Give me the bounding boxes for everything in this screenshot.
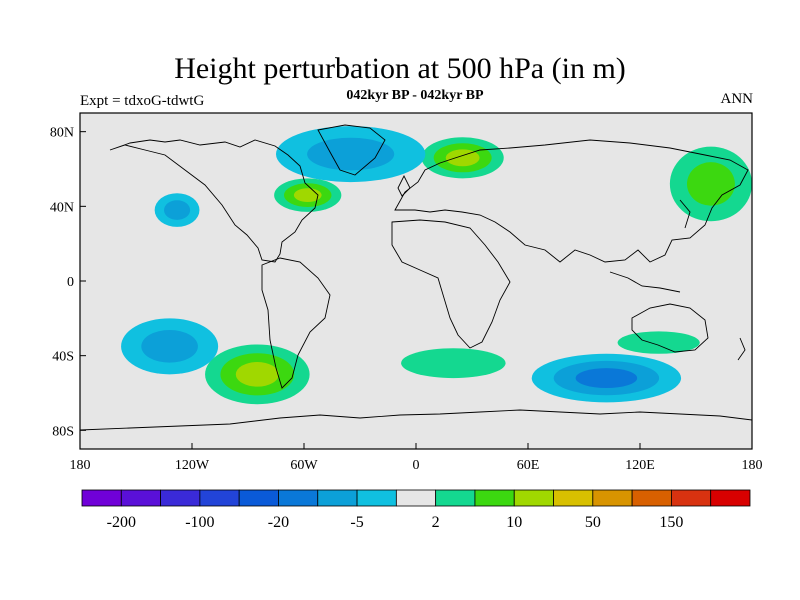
colorbar-swatch (81, 489, 122, 507)
coast-eurasia (394, 139, 749, 263)
anomaly-south-pacific-low-level-1 (141, 330, 198, 363)
anomaly-fields (121, 126, 752, 405)
x-tick-label: 180 (70, 458, 91, 473)
coast-japan (679, 199, 691, 229)
colorbar-label: -100 (185, 514, 214, 531)
anomaly-scandinavia-high-level-2 (445, 149, 480, 167)
colorbar-swatch (474, 489, 515, 507)
anomaly-north-pacific-low-level-1 (164, 200, 191, 220)
colorbar-label: 10 (506, 514, 522, 531)
experiment-label: Expt = tdxoG-tdwtG (80, 93, 205, 109)
colorbar-swatch (238, 489, 279, 507)
coast-indonesia (609, 271, 681, 293)
y-tick-label: 40N (50, 200, 74, 215)
x-tick-label: 120W (175, 458, 210, 473)
colorbar-swatch (435, 489, 476, 507)
x-tick-label: 180 (742, 458, 763, 473)
x-tick-label: 120E (625, 458, 655, 473)
anomaly-pacific-south-high-level-2 (235, 362, 279, 387)
map-plot-area (79, 112, 753, 450)
y-axis: 80N 40N 0 40S 80S (50, 126, 86, 439)
anomaly-south-atlantic-high-level-0 (401, 348, 506, 379)
colorbar-swatch (160, 489, 201, 507)
coast-south-america (261, 257, 331, 389)
x-tick-label: 0 (413, 458, 420, 473)
colorbar-label: 50 (585, 514, 601, 531)
colorbar-swatch (592, 489, 633, 507)
coast-greenland (317, 124, 386, 176)
colorbar-label: -200 (107, 514, 136, 531)
chart-subtitle: 042kyr BP - 042kyr BP (346, 88, 484, 103)
y-tick-label: 80S (52, 424, 74, 439)
coast-new-zealand (737, 337, 746, 361)
y-tick-label: 0 (67, 275, 74, 290)
coast-australia (631, 303, 709, 353)
colorbar-label: -20 (268, 514, 289, 531)
y-tick-label: 40S (52, 350, 74, 365)
chart-title: Height perturbation at 500 hPa (in m) (174, 52, 626, 85)
colorbar-swatch (671, 489, 712, 507)
anomaly-north-atlantic-high-level-2 (293, 188, 322, 203)
colorbar-swatch (199, 489, 240, 507)
colorbar-swatch (553, 489, 594, 507)
x-tick-label: 60E (517, 458, 540, 473)
colorbar-swatch (513, 489, 554, 507)
coastlines (80, 124, 752, 431)
anomaly-east-asia-high-level-1 (686, 162, 735, 206)
colorbar-swatch (631, 489, 672, 507)
y-tick-label: 80N (50, 126, 74, 141)
colorbar-label: 2 (432, 514, 440, 531)
x-tick-label: 60W (290, 458, 318, 473)
coast-africa (391, 219, 511, 349)
colorbar-swatch (395, 489, 437, 507)
coast-uk (397, 174, 411, 197)
x-axis: 180 120W 60W 0 60E 120E 180 (70, 443, 763, 473)
colorbar-swatch (278, 489, 319, 507)
colorbar-swatch (356, 489, 397, 507)
colorbar-label: -5 (350, 514, 363, 531)
colorbar-swatch (317, 489, 358, 507)
anomaly-australia-high-level-0 (617, 331, 700, 354)
season-label: ANN (720, 91, 754, 107)
anomaly-greenland-low-level-1 (307, 137, 395, 171)
colorbar-swatch (120, 489, 161, 507)
colorbar-label: 150 (659, 514, 683, 531)
coast-north-america (109, 139, 319, 263)
coast-antarctica (80, 409, 752, 431)
anomaly-south-indian-low-level-2 (575, 368, 638, 389)
colorbar-swatch (710, 489, 751, 507)
colorbar: -200 -100 -20 -5 2 10 50 150 (81, 489, 751, 531)
